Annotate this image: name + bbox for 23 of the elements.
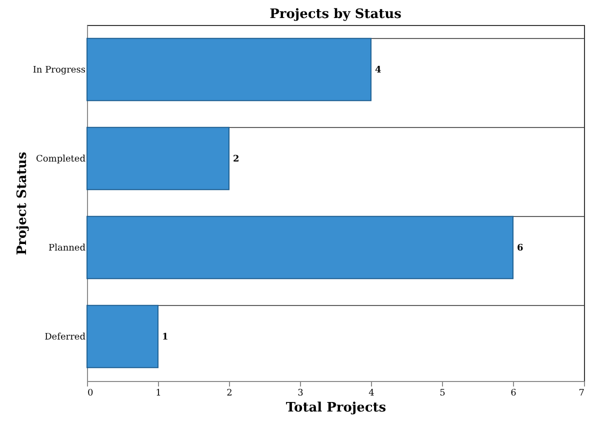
x-tick-label: 4 [368,388,375,398]
x-tick-label: 6 [510,388,517,398]
data-label: 6 [517,244,524,254]
chart-title: Projects by Status [270,7,402,22]
data-label: 2 [233,154,240,164]
x-tick-label: 1 [156,388,162,398]
data-label: 4 [375,66,382,76]
x-tick-label: 3 [298,388,304,398]
x-axis-title: Total Projects [286,400,386,416]
data-label: 1 [162,332,168,342]
y-tick-label: In Progress [32,66,86,76]
y-tick-label: Deferred [44,332,86,342]
y-tick-label: Completed [36,154,86,164]
x-tick-label: 5 [440,388,446,398]
y-axis-title: Project Status [14,152,30,256]
bar [86,216,514,280]
bar [86,304,158,368]
bar [86,38,372,102]
y-tick-label: Planned [48,244,86,254]
x-tick-label: 0 [88,388,94,398]
x-tick-label: 2 [226,388,232,398]
bar [86,126,230,190]
x-tick-label: 7 [578,388,585,398]
